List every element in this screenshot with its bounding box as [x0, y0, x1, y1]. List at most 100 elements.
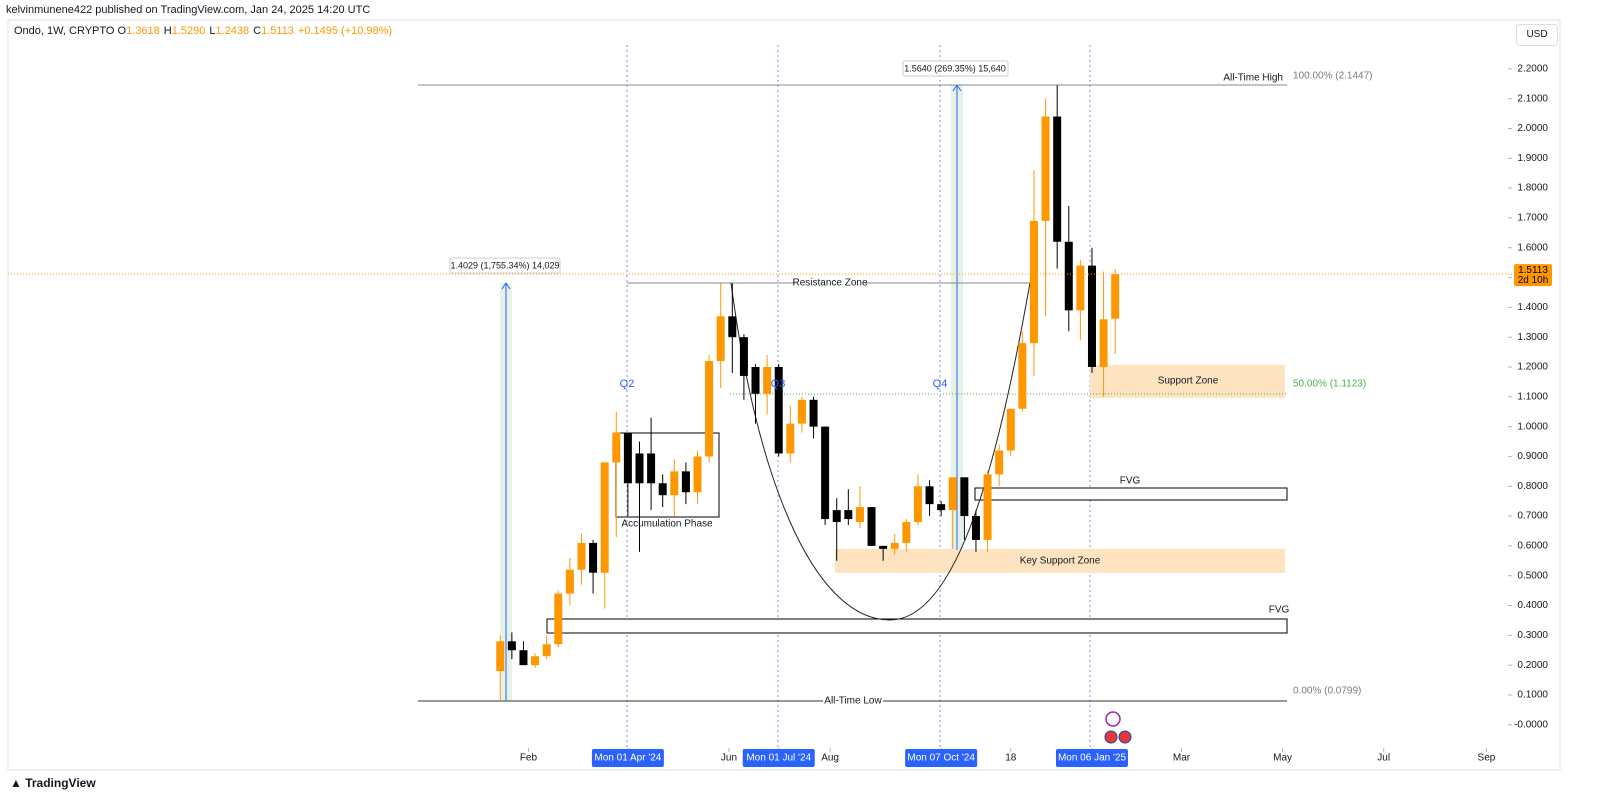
event-icon[interactable]	[1105, 711, 1121, 727]
candle-body	[995, 450, 1004, 475]
candle-body	[855, 507, 864, 523]
candle-body	[913, 486, 922, 523]
candle-body	[589, 542, 598, 573]
label-bg	[795, 277, 865, 289]
fib-label: 0.00% (0.0799)	[1293, 686, 1361, 697]
quarter-label: Q4	[933, 378, 948, 390]
candle-body	[612, 432, 621, 463]
x-tick-highlight	[1055, 749, 1128, 767]
candle-body	[600, 462, 609, 573]
candle-body	[890, 542, 899, 549]
y-tick-label: 0.1000	[1517, 690, 1548, 701]
fib-label: 100.00% (2.1447)	[1293, 71, 1373, 82]
label-bg	[823, 695, 883, 707]
date-markers	[626, 45, 1091, 748]
measure-band	[951, 85, 963, 550]
candle-body	[635, 453, 644, 484]
y-tick-label: 0.9000	[1517, 451, 1548, 462]
measure-label: 1.5640 (269.35%) 15,640	[904, 63, 1006, 73]
measure-band	[500, 283, 512, 701]
candle-body	[1111, 274, 1120, 319]
candle-body	[1087, 265, 1096, 367]
candle-body	[821, 426, 830, 520]
x-tick-label: Feb	[520, 753, 538, 764]
measure-label-box	[449, 257, 561, 274]
candle-body	[565, 569, 574, 594]
quarter-label: Q2	[620, 378, 635, 390]
ohlc: O1.3618 H1.5290 L1.2438 C1.5113	[118, 25, 298, 37]
x-tick-label: Mon 07 Oct '24	[907, 753, 975, 764]
candle-body	[774, 366, 783, 454]
annotation: FVG	[1120, 476, 1141, 487]
y-tick-label: 1.9000	[1517, 153, 1548, 164]
annotation: Key Support Zone	[1020, 556, 1101, 567]
measure-label-box	[902, 60, 1009, 77]
frame	[7, 19, 1561, 771]
currency-button[interactable]: USD	[1516, 24, 1558, 46]
legend: Ondo, 1W, CRYPTO O1.3618 H1.5290 L1.2438 C1…	[14, 25, 396, 37]
arrow-head	[501, 282, 511, 290]
annotation: Resistance Zone	[792, 278, 867, 289]
candle-body	[531, 656, 540, 666]
y-tick-label: -0.0000	[1514, 719, 1548, 730]
candle-body	[693, 456, 702, 493]
last-price-box	[1514, 264, 1552, 287]
y-tick-label: 0.6000	[1517, 541, 1548, 552]
y-tick-label: 2.1000	[1517, 93, 1548, 104]
candle-body	[716, 316, 725, 362]
ohlc-key: L	[209, 25, 216, 37]
candle-body	[925, 486, 934, 505]
candle-body	[647, 453, 656, 484]
candle-body	[1029, 220, 1038, 344]
x-tick-label: Mon 06 Jan '25	[1058, 753, 1127, 764]
candle-body	[751, 366, 760, 394]
y-tick-label: 0.8000	[1517, 481, 1548, 492]
key-support-zone	[835, 549, 1285, 573]
candle-body	[902, 522, 911, 543]
candle-body	[681, 471, 690, 493]
y-tick-label: 0.3000	[1517, 630, 1548, 641]
annotation: Accumulation Phase	[621, 519, 713, 530]
candle-body	[670, 471, 679, 496]
x-tick-label: Jul	[1377, 753, 1390, 764]
candle-body	[496, 641, 505, 672]
annotation: All-Time High	[1223, 73, 1283, 84]
candle-body	[971, 516, 980, 540]
candle-body	[879, 545, 888, 549]
support-zone	[1090, 365, 1285, 398]
annotation: FVG	[1269, 605, 1290, 616]
x-tick-label: Mon 01 Jul '24	[746, 753, 811, 764]
event-icon[interactable]	[1118, 730, 1132, 744]
event-icon[interactable]	[1104, 730, 1118, 744]
ohlc-key: O	[117, 25, 127, 37]
candle-body	[1053, 116, 1062, 242]
accumulation-box	[615, 432, 720, 518]
candle-body	[519, 650, 528, 666]
last-price-label: 1.5113	[1518, 265, 1548, 276]
candle-body	[809, 399, 818, 427]
publisher: kelvinmunene422 published on TradingView…	[6, 4, 371, 16]
countdown: 2d 10h	[1518, 275, 1549, 286]
y-tick-label: 0.5000	[1517, 570, 1548, 581]
y-tick-label: 1.7000	[1517, 213, 1548, 224]
cup-arc	[730, 282, 1031, 621]
candle-body	[960, 477, 969, 517]
candle-body	[786, 423, 795, 454]
candle-body	[739, 337, 748, 376]
x-tick-highlight	[905, 749, 978, 767]
ohlc-key: H	[163, 25, 172, 37]
x-tick-label: Sep	[1478, 753, 1496, 764]
candle-body	[728, 316, 737, 338]
x-tick-highlight	[742, 749, 815, 767]
candle-body	[623, 432, 632, 484]
y-tick-label: 1.1000	[1517, 391, 1548, 402]
symbol: Ondo, 1W, CRYPTO	[14, 25, 115, 37]
candle-body	[658, 483, 667, 496]
y-tick-label: 1.5000	[1517, 272, 1548, 283]
quarter-label: Q3	[771, 378, 786, 390]
candle-body	[844, 510, 853, 520]
ohlc-value: 1.3618	[126, 25, 160, 37]
x-tick-label: Aug	[821, 753, 839, 764]
y-tick-label: 1.0000	[1517, 421, 1548, 432]
candle-body	[832, 510, 841, 523]
